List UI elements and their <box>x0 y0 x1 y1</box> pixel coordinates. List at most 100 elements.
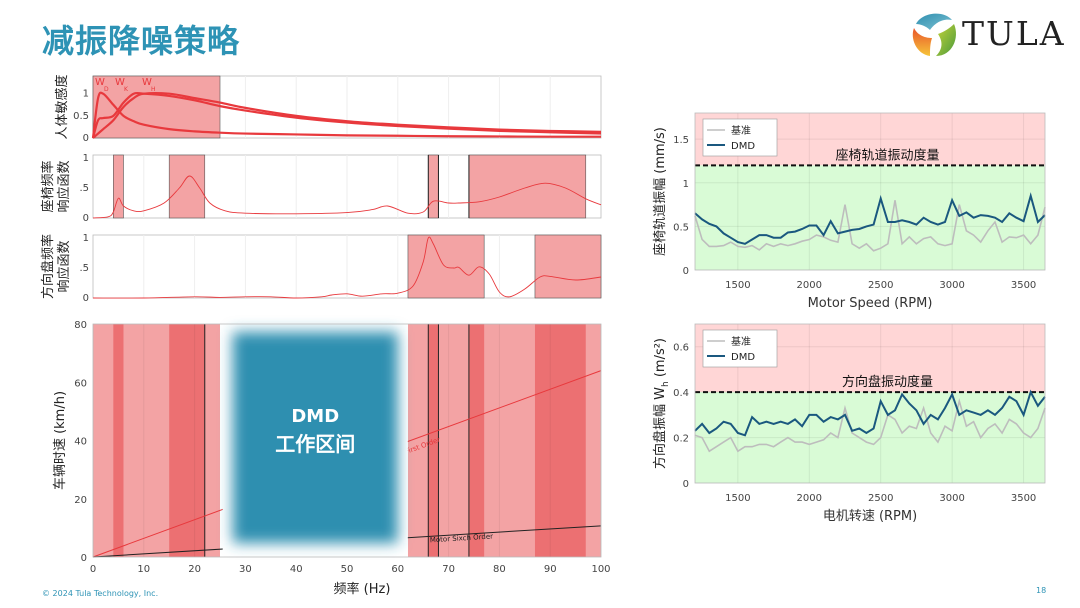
slide-title: 减振降噪策略 <box>42 22 241 60</box>
baseline-line <box>694 200 1046 252</box>
y-axis-label: 响应函数 <box>56 160 72 212</box>
y-tick-label: 0 <box>83 213 89 224</box>
y-tick-label: 20 <box>74 495 87 506</box>
x-tick-label: 2500 <box>868 280 893 291</box>
legend-baseline-label: 基准 <box>731 124 751 137</box>
chart-steering-frf: 0 .5 1 方向盘频率 响应函数 <box>40 233 602 304</box>
dmd-region <box>232 332 398 543</box>
series-label-sub: K <box>124 86 129 93</box>
y-tick-label: 0.5 <box>673 222 689 233</box>
y-tick-label: 80 <box>74 320 87 331</box>
dmd-line <box>694 389 1046 437</box>
threshold-label: 座椅轨道振动度量 <box>835 147 939 163</box>
y-tick-label: 40 <box>74 437 87 448</box>
series-label: W <box>142 77 152 88</box>
logo-text: TULA <box>962 14 1066 53</box>
band-dark <box>428 324 439 557</box>
threshold-label: 方向盘振动度量 <box>842 374 933 390</box>
x-tick-label: 3500 <box>1011 493 1036 504</box>
x-tick-label: 2000 <box>797 280 822 291</box>
y-axis-label: 座椅轨道振幅 (mm/s) <box>653 127 668 256</box>
y-tick-label: 1.5 <box>673 135 689 146</box>
x-tick-label: 100 <box>591 564 610 575</box>
x-tick-label: 1500 <box>725 493 750 504</box>
series-label: W <box>95 77 105 88</box>
series-line-WH <box>92 92 602 139</box>
x-axis-label: 频率 (Hz) <box>334 581 391 597</box>
chart-seat-frf: 0 .5 1 座椅频率 响应函数 <box>40 153 602 224</box>
dmd-label-2: 工作区间 <box>275 432 355 456</box>
band <box>168 154 206 219</box>
x-tick-label: 60 <box>391 564 404 575</box>
x-tick-label: 2000 <box>797 493 822 504</box>
series-label: W <box>115 77 125 88</box>
y-tick-label: 0 <box>83 293 89 304</box>
y-tick-label: 0.4 <box>673 388 689 399</box>
x-tick-label: 20 <box>188 564 201 575</box>
band <box>534 234 602 299</box>
y-tick-label: 1 <box>83 89 89 100</box>
series-line-WD <box>91 91 602 139</box>
band <box>92 75 221 139</box>
x-tick-label: 30 <box>239 564 252 575</box>
band-dark <box>534 324 586 557</box>
tula-swirl-icon <box>912 13 956 56</box>
y-tick-label: .5 <box>79 183 89 194</box>
legend-dmd-label: DMD <box>731 352 755 363</box>
y-tick-label: 1 <box>83 153 89 164</box>
band <box>427 154 439 219</box>
y-tick-label: 0 <box>683 479 689 490</box>
y-tick-label: 0.2 <box>673 434 689 445</box>
response-line <box>92 175 602 219</box>
chart-steering-wheel: 方向盘振动度量 基准 DMD 1500 2000 2500 3000 3500 0 0.2 0.4 0… <box>652 323 1046 524</box>
y-tick-label: 0.5 <box>73 111 89 122</box>
band <box>468 154 587 219</box>
y-tick-label: 1 <box>83 233 89 244</box>
footer-copyright: © 2024 Tula Technology, Inc. <box>42 589 159 598</box>
dmd-line <box>694 192 1046 245</box>
legend-box <box>702 329 778 368</box>
tula-logo: TULA <box>908 8 1068 64</box>
x-axis-label: 电机转速 (RPM) <box>823 509 917 524</box>
x-tick-label: 2500 <box>868 493 893 504</box>
band-dark <box>113 324 124 557</box>
y-axis-label: 人体敏感度 <box>54 74 70 139</box>
y-axis-label: 车辆时速 (km/h) <box>52 391 68 490</box>
band-dark <box>468 324 485 557</box>
baseline-line <box>694 398 1046 453</box>
order-label: Motor Sixch Order <box>430 532 494 544</box>
plot-frame <box>694 323 1046 484</box>
x-tick-label: 50 <box>341 564 354 575</box>
x-axis-label: Motor Speed (RPM) <box>808 296 933 311</box>
x-tick-label: 10 <box>137 564 150 575</box>
y-tick-label: 60 <box>74 378 87 389</box>
y-tick-label: 1 <box>683 179 689 190</box>
x-tick-label: 3000 <box>939 280 964 291</box>
y-tick-label: 0 <box>83 133 89 144</box>
y-axis-label: 响应函数 <box>56 240 72 292</box>
band <box>113 154 124 219</box>
y-tick-label: 0 <box>683 266 689 277</box>
plot-frame <box>694 112 1046 271</box>
x-tick-label: 3500 <box>1011 280 1036 291</box>
x-tick-label: 40 <box>290 564 303 575</box>
chart-seat-track: 座椅轨道振动度量 基准 DMD 1500 2000 2500 3000 3500 0 0.5 1 1.… <box>653 112 1046 311</box>
y-axis-label: 方向盘振幅 Wh (m/s²) <box>652 338 671 469</box>
legend-baseline-label: 基准 <box>731 335 751 348</box>
acceptable-zone <box>695 165 1045 270</box>
x-tick-label: 3000 <box>939 493 964 504</box>
series-label-sub: D <box>104 86 109 93</box>
y-tick-label: 0 <box>81 553 87 564</box>
x-tick-label: 70 <box>442 564 455 575</box>
plot-frame <box>92 323 602 558</box>
page-number: 18 <box>1036 586 1047 595</box>
x-tick-label: 0 <box>90 564 96 575</box>
legend-dmd-label: DMD <box>731 141 755 152</box>
acceptable-zone <box>695 392 1045 483</box>
